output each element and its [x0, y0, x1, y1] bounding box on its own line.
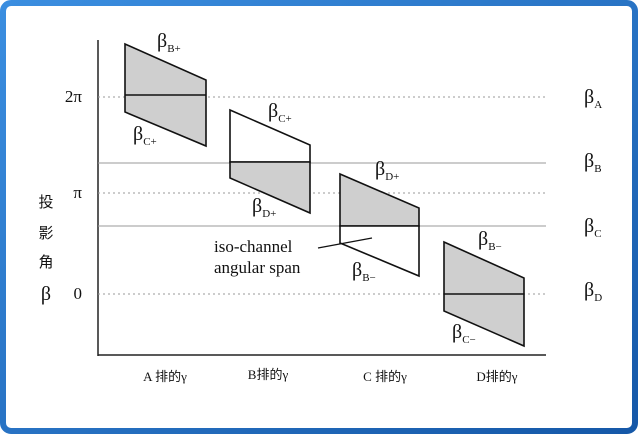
span-lower: [229, 161, 311, 215]
subscript: C+: [278, 113, 292, 125]
block-bottom-label: βC−: [452, 321, 476, 346]
level-label: βC: [584, 215, 602, 240]
symbol: β: [584, 215, 594, 237]
subscript: B+: [167, 43, 181, 55]
symbol: β: [352, 259, 362, 281]
symbol: β: [478, 228, 488, 250]
block-bottom-label: βC+: [133, 123, 157, 148]
subscript: D+: [385, 171, 399, 183]
y-tick: π: [73, 183, 82, 202]
x-label: B排的γ: [248, 367, 289, 382]
subscript: B−: [488, 241, 502, 253]
level-label: βA: [584, 86, 602, 111]
block-top-label: βB−: [478, 228, 502, 253]
symbol: β: [157, 30, 167, 52]
subscript: A: [594, 99, 602, 111]
y-label: 角: [38, 254, 53, 271]
block-bottom-label: βB−: [352, 259, 376, 284]
subscript: B−: [362, 272, 376, 284]
symbol: β: [375, 158, 385, 180]
x-label: D排的γ: [476, 369, 517, 384]
subscript: C: [594, 228, 601, 240]
subscript: D+: [262, 208, 276, 220]
x-label: C 排的γ: [363, 369, 407, 384]
y-label: 投: [38, 194, 53, 211]
block-bottom-label: βD+: [252, 195, 276, 220]
symbol: β: [133, 123, 143, 145]
subscript: D: [594, 292, 602, 304]
annotation-pointer: [317, 237, 373, 249]
level-label: βD: [584, 279, 602, 304]
blocks: [124, 42, 525, 348]
symbol: β: [584, 279, 594, 301]
symbol: β: [584, 86, 594, 108]
symbol: β: [268, 100, 278, 122]
annotation-line: angular span: [214, 258, 301, 277]
symbol: β: [584, 150, 594, 172]
reference-lines: [98, 96, 546, 295]
span-upper: [339, 172, 420, 227]
x-label: A 排的γ: [143, 369, 187, 384]
symbol: β: [252, 195, 262, 217]
span-lower: [339, 225, 420, 278]
annotation-line: iso-channel: [214, 237, 293, 256]
block-top-label: βB+: [157, 30, 181, 55]
symbol: β: [452, 321, 462, 343]
subscript: C−: [462, 334, 476, 346]
y-label: β: [41, 283, 51, 305]
level-label: βB: [584, 150, 602, 175]
block-top-label: βD+: [375, 158, 399, 183]
block-top-label: βC+: [268, 100, 292, 125]
subscript: B: [594, 163, 601, 175]
y-tick: 0: [74, 284, 83, 303]
y-tick: 2π: [65, 87, 83, 106]
y-label: 影: [38, 225, 53, 242]
subscript: C+: [143, 136, 157, 148]
